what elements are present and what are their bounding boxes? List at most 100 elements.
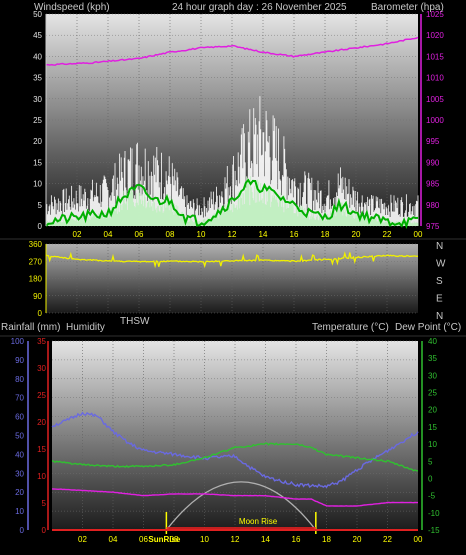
humidity-tick-label: 70 (15, 394, 24, 403)
hour-tick-label: 10 (197, 230, 206, 239)
hour-tick-label: 08 (166, 230, 175, 239)
temperature-axis-title: Temperature (°C) (312, 322, 389, 333)
humidity-tick-label: 10 (15, 507, 24, 516)
temperature-tick-label: -5 (428, 492, 436, 501)
hour-tick-label: 02 (78, 535, 87, 544)
direction-tick-label: 270 (29, 257, 43, 266)
rain-tick-label: 15 (37, 445, 46, 454)
hour-tick-label: 06 (139, 535, 148, 544)
temperature-tick-label: 40 (428, 337, 437, 346)
humidity-tick-label: 0 (20, 526, 25, 535)
hour-tick-label: 00 (414, 230, 423, 239)
hour-tick-label: 14 (261, 535, 270, 544)
barometer-tick-label: 1020 (426, 31, 444, 40)
barometer-tick-label: 1005 (426, 95, 444, 104)
wind-axis-title: Windspeed (kph) (34, 2, 110, 13)
humidity-tick-label: 80 (15, 375, 24, 384)
barometer-tick-label: 1025 (426, 10, 444, 19)
barometer-tick-label: 975 (426, 222, 440, 231)
hour-tick-label: 12 (231, 535, 240, 544)
rain-axis-title: Rainfall (mm) (1, 322, 60, 333)
rain-tick-label: 0 (42, 526, 47, 535)
barometer-tick-label: 1000 (426, 116, 444, 125)
temperature-tick-label: 30 (428, 371, 437, 380)
wind-tick-label: 20 (33, 137, 42, 146)
hour-tick-label: 08 (170, 535, 179, 544)
temperature-line (51, 442, 419, 472)
humidity-tick-label: 90 (15, 356, 24, 365)
wind-tick-label: 25 (33, 116, 42, 125)
hour-tick-label: 22 (383, 535, 392, 544)
hour-tick-label: 14 (259, 230, 268, 239)
compass-label: W (436, 259, 446, 270)
barometer-tick-label: 980 (426, 201, 440, 210)
hour-tick-label: 04 (104, 230, 113, 239)
temperature-tick-label: -10 (428, 509, 440, 518)
compass-label: S (436, 276, 443, 287)
wind-tick-label: 5 (38, 201, 43, 210)
rain-tick-label: 35 (37, 337, 46, 346)
temperature-tick-label: 10 (428, 440, 437, 449)
barometer-tick-label: 1015 (426, 52, 444, 61)
barometer-tick-label: 995 (426, 137, 440, 146)
wind-tick-label: 15 (33, 158, 42, 167)
barometer-axis-title: Barometer (hpa) (371, 2, 444, 13)
temperature-tick-label: 25 (428, 389, 437, 398)
rain-tick-label: 30 (37, 364, 46, 373)
hour-tick-label: 18 (321, 230, 330, 239)
wind-tick-label: 35 (33, 74, 42, 83)
barometer-line (45, 36, 419, 66)
humidity-tick-label: 30 (15, 469, 24, 478)
rain-tick-label: 10 (37, 472, 46, 481)
temperature-tick-label: 5 (428, 457, 433, 466)
humidity-axis-title: Humidity (66, 322, 105, 333)
hour-tick-label: 06 (135, 230, 144, 239)
temperature-tick-label: 35 (428, 354, 437, 363)
direction-tick-label: 0 (38, 309, 43, 318)
hour-tick-label: 12 (228, 230, 237, 239)
dewpoint-line (51, 488, 418, 507)
temperature-tick-label: 20 (428, 406, 437, 415)
direction-tick-label: 180 (29, 275, 43, 284)
thsw-label: THSW (120, 316, 150, 327)
hour-tick-label: 20 (353, 535, 362, 544)
hour-tick-label: 00 (414, 535, 423, 544)
hour-tick-label: 04 (109, 535, 118, 544)
compass-label: N (436, 241, 443, 252)
temperature-tick-label: 15 (428, 423, 437, 432)
barometer-tick-label: 990 (426, 158, 440, 167)
wind-direction-line (45, 251, 419, 269)
wind-average-line (45, 178, 419, 230)
wind-tick-label: 30 (33, 95, 42, 104)
hour-tick-label: 20 (352, 230, 361, 239)
wind-tick-label: 10 (33, 180, 42, 189)
rain-tick-label: 5 (42, 499, 47, 508)
moon-band (166, 527, 316, 530)
hour-tick-label: 02 (73, 230, 82, 239)
humidity-tick-label: 100 (11, 337, 25, 346)
temperature-tick-label: -15 (428, 526, 440, 535)
hour-tick-label: 16 (292, 535, 301, 544)
hour-tick-label: 10 (200, 535, 209, 544)
rain-tick-label: 25 (37, 391, 46, 400)
wind-tick-label: 45 (33, 31, 42, 40)
hour-tick-label: 18 (322, 535, 331, 544)
direction-tick-label: 90 (33, 292, 42, 301)
barometer-tick-label: 985 (426, 180, 440, 189)
wind-tick-label: 40 (33, 52, 42, 61)
humidity-tick-label: 40 (15, 450, 24, 459)
moonrise-label: Moon Rise (239, 517, 278, 526)
compass-label: N (436, 311, 443, 322)
sunrise-label: SunRise (148, 535, 181, 544)
humidity-line (51, 411, 419, 489)
hour-tick-label: 22 (383, 230, 392, 239)
dewpoint-axis-title: Dew Point (°C) (395, 322, 461, 333)
chart-title: 24 hour graph day : 26 November 2025 (172, 2, 347, 13)
humidity-tick-label: 50 (15, 432, 24, 441)
direction-tick-label: 360 (29, 240, 43, 249)
temperature-tick-label: 0 (428, 474, 433, 483)
wind-tick-label: 50 (33, 10, 42, 19)
compass-label: E (436, 294, 443, 305)
